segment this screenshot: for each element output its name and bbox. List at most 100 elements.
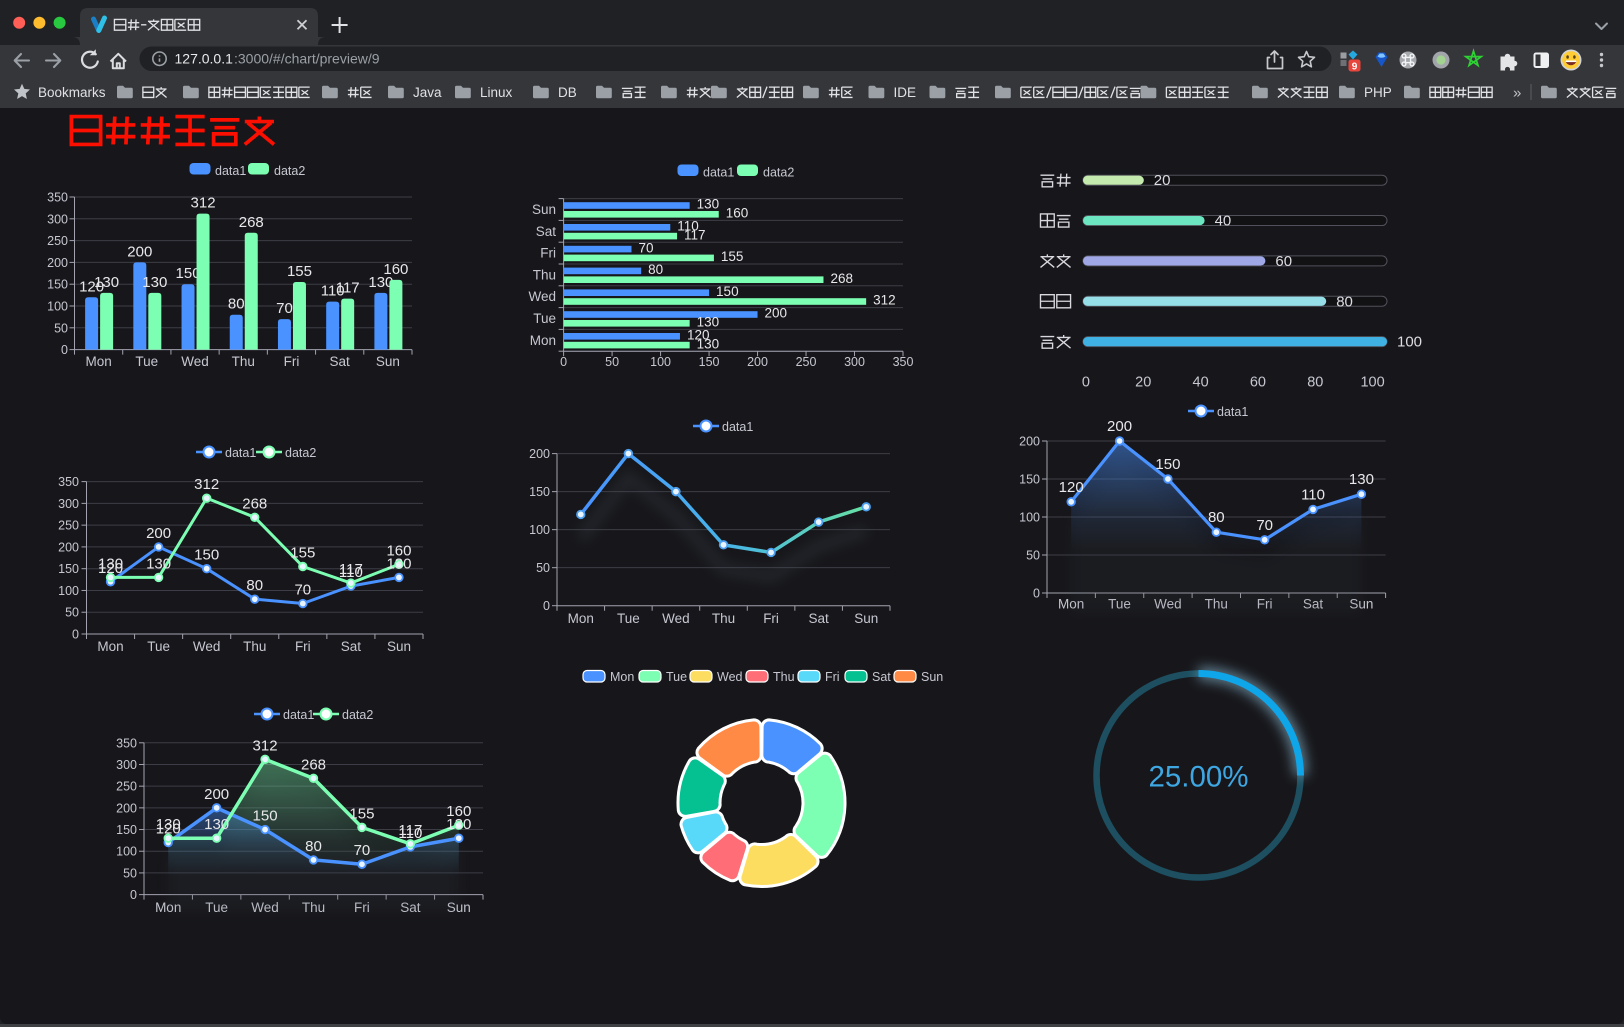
svg-text:0: 0 — [1033, 587, 1040, 601]
svg-text:300: 300 — [58, 497, 79, 511]
svg-text:Sat: Sat — [330, 354, 351, 369]
svg-text:130: 130 — [697, 315, 720, 330]
svg-text:120: 120 — [156, 821, 181, 838]
svg-text:130: 130 — [94, 274, 119, 291]
svg-text:350: 350 — [58, 475, 79, 489]
svg-text:data2: data2 — [342, 708, 373, 722]
svg-text:150: 150 — [716, 284, 739, 299]
svg-text:70: 70 — [638, 240, 653, 255]
svg-text:data2: data2 — [763, 166, 794, 180]
svg-text:350: 350 — [116, 736, 137, 750]
svg-text:Sun: Sun — [921, 670, 943, 684]
svg-text:80: 80 — [305, 838, 322, 855]
svg-text:9: 9 — [1352, 61, 1358, 72]
svg-text:200: 200 — [1107, 418, 1132, 435]
svg-text:50: 50 — [123, 866, 137, 880]
svg-text:Thu: Thu — [243, 639, 266, 654]
svg-text:117: 117 — [684, 227, 706, 242]
svg-text:150: 150 — [176, 265, 201, 282]
svg-text:20: 20 — [1135, 375, 1151, 391]
svg-text:Linux: Linux — [480, 85, 513, 100]
svg-text:200: 200 — [747, 355, 768, 369]
svg-text:150: 150 — [58, 562, 79, 576]
svg-text:80: 80 — [648, 262, 663, 277]
svg-text:250: 250 — [796, 355, 817, 369]
svg-text:268: 268 — [239, 214, 264, 231]
svg-text:80: 80 — [246, 577, 263, 594]
svg-text:312: 312 — [194, 476, 219, 493]
svg-text:110: 110 — [321, 283, 345, 300]
svg-text:155: 155 — [721, 249, 744, 264]
svg-text:Bookmarks: Bookmarks — [38, 85, 106, 100]
svg-text:»: » — [1513, 85, 1521, 102]
svg-text:70: 70 — [1256, 517, 1273, 534]
svg-text:data1: data1 — [703, 166, 734, 180]
svg-text:data1: data1 — [225, 446, 256, 460]
svg-text:Sat: Sat — [809, 611, 830, 626]
svg-text:127.0.0.1: 127.0.0.1 — [175, 51, 234, 67]
svg-text:Wed: Wed — [193, 639, 221, 654]
svg-text:Mon: Mon — [610, 670, 634, 684]
svg-text:Java: Java — [413, 85, 442, 100]
svg-text:Tue: Tue — [617, 611, 640, 626]
svg-text:Sun: Sun — [854, 611, 878, 626]
svg-text:130: 130 — [697, 197, 720, 212]
svg-text:312: 312 — [253, 737, 278, 754]
svg-text:Thu: Thu — [232, 354, 255, 369]
svg-text:250: 250 — [116, 780, 137, 794]
svg-text:200: 200 — [127, 243, 152, 260]
svg-text:Sat: Sat — [536, 224, 557, 239]
svg-text:Sat: Sat — [872, 670, 891, 684]
svg-text:DB: DB — [558, 85, 577, 100]
svg-text:130: 130 — [697, 336, 720, 351]
svg-text:200: 200 — [146, 525, 171, 542]
svg-text:160: 160 — [726, 206, 749, 221]
svg-text:70: 70 — [276, 300, 293, 317]
svg-text:100: 100 — [1397, 334, 1422, 351]
svg-text:200: 200 — [116, 801, 137, 815]
svg-text:150: 150 — [529, 485, 550, 499]
svg-text:Fri: Fri — [295, 639, 311, 654]
svg-text:150: 150 — [194, 547, 219, 564]
svg-text:268: 268 — [242, 495, 267, 512]
svg-text:155: 155 — [287, 263, 312, 280]
svg-text:Sat: Sat — [341, 639, 362, 654]
svg-text:160: 160 — [446, 803, 471, 820]
svg-text:150: 150 — [253, 808, 278, 825]
svg-text:150: 150 — [1019, 473, 1040, 487]
svg-text:120: 120 — [79, 278, 104, 295]
svg-text:0: 0 — [543, 599, 550, 613]
svg-text:160: 160 — [386, 542, 411, 559]
svg-text:Tue: Tue — [666, 670, 687, 684]
svg-text:155: 155 — [349, 805, 374, 822]
svg-text:Mon: Mon — [530, 333, 556, 348]
svg-text:data1: data1 — [215, 164, 246, 178]
svg-text:200: 200 — [1019, 435, 1040, 449]
svg-text:155: 155 — [290, 545, 315, 562]
svg-text:200: 200 — [47, 256, 68, 270]
svg-text:130: 130 — [146, 555, 171, 572]
svg-text:PHP: PHP — [1364, 85, 1392, 100]
svg-text:50: 50 — [65, 606, 79, 620]
svg-text:117: 117 — [398, 822, 422, 839]
svg-text:350: 350 — [893, 355, 914, 369]
svg-text:Wed: Wed — [181, 354, 209, 369]
svg-text::3000/#/chart/preview/9: :3000/#/chart/preview/9 — [234, 51, 380, 67]
svg-text:70: 70 — [354, 842, 371, 859]
svg-text:130: 130 — [98, 555, 123, 572]
svg-text:312: 312 — [873, 293, 896, 308]
svg-text:data1: data1 — [283, 708, 314, 722]
svg-text:20: 20 — [1154, 172, 1171, 189]
svg-text:300: 300 — [844, 355, 865, 369]
svg-text:Sun: Sun — [387, 639, 411, 654]
svg-text:Fri: Fri — [540, 246, 556, 261]
svg-text:Thu: Thu — [773, 670, 795, 684]
svg-text:Wed: Wed — [717, 670, 743, 684]
svg-text:268: 268 — [830, 271, 853, 286]
svg-text:160: 160 — [383, 261, 408, 278]
svg-text:Fri: Fri — [763, 611, 779, 626]
svg-text:100: 100 — [47, 300, 68, 314]
svg-text:100: 100 — [116, 845, 137, 859]
svg-text:130: 130 — [386, 555, 411, 572]
svg-text:250: 250 — [47, 234, 68, 248]
